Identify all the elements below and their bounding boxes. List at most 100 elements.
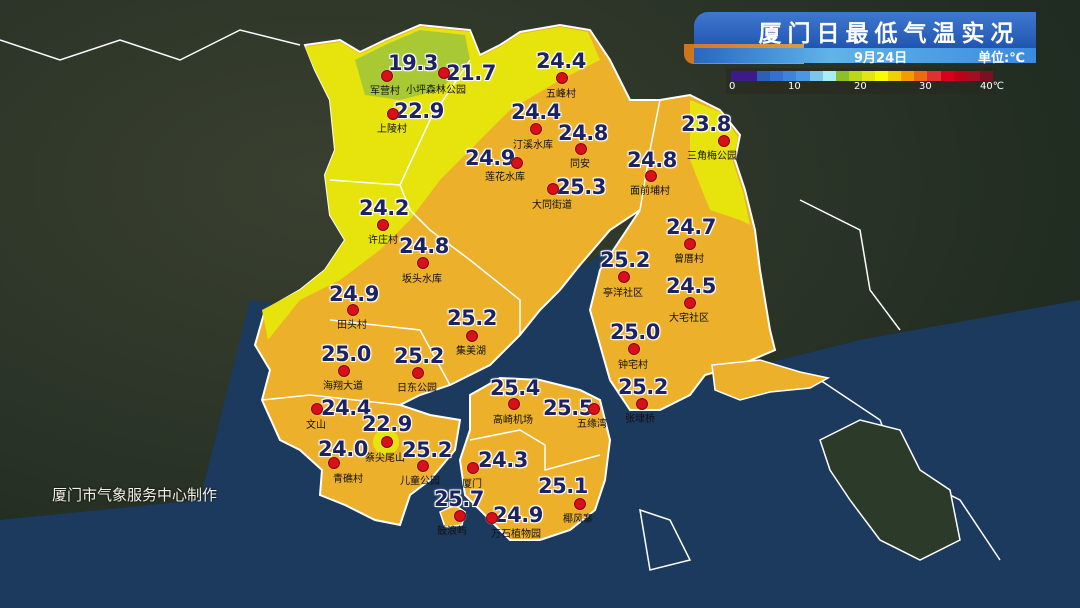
station-temperature: 25.5 (543, 396, 593, 420)
station-dot-icon (645, 170, 657, 182)
station-dot-icon (511, 157, 523, 169)
legend-tick: 30 (919, 81, 932, 92)
station-temperature: 25.7 (434, 487, 484, 511)
cool-zone (355, 30, 470, 100)
legend-swatch (822, 71, 836, 81)
station-name: 大同街道 (532, 200, 572, 211)
station-dot-icon (454, 510, 466, 522)
mild-zone (262, 27, 600, 340)
station-temperature: 22.9 (362, 412, 412, 436)
station-temperature: 24.3 (478, 448, 528, 472)
mild-zone-east (690, 100, 750, 225)
station-temperature: 25.1 (538, 474, 588, 498)
station-dot-icon (684, 238, 696, 250)
station-name: 海翔大道 (323, 381, 363, 392)
station-temperature: 24.9 (329, 282, 379, 306)
station-temperature: 24.4 (536, 49, 586, 73)
station-dot-icon (338, 365, 350, 377)
station-temperature: 24.8 (558, 121, 608, 145)
legend-tick: 10 (788, 81, 801, 92)
station-name: 亭洋社区 (603, 288, 643, 299)
station-dot-icon (347, 304, 359, 316)
station-temperature: 24.8 (627, 148, 677, 172)
legend-tick: 0 (729, 81, 736, 92)
legend-swatch (888, 71, 902, 81)
date-label: 9月24日 (854, 51, 908, 66)
station-dot-icon (575, 143, 587, 155)
station-name: 钟宅村 (618, 360, 648, 371)
station-dot-icon (438, 67, 450, 79)
island-xiamen (458, 376, 612, 541)
legend-swatch (940, 71, 954, 81)
station-name: 鼓浪屿 (437, 526, 467, 537)
station-name: 日东公园 (397, 383, 437, 394)
unit-label: 单位:℃ (978, 51, 1025, 66)
station-name: 上陵村 (377, 124, 407, 135)
station-name: 许庄村 (368, 235, 398, 246)
station-name: 军营村 (370, 86, 400, 97)
station-name: 椰风寨 (563, 514, 593, 525)
station-dot-icon (684, 297, 696, 309)
station-name: 田头村 (337, 320, 367, 331)
station-temperature: 24.2 (359, 196, 409, 220)
station-temperature: 23.8 (681, 112, 731, 136)
station-temperature: 25.0 (610, 320, 660, 344)
station-name: 文山 (306, 420, 326, 431)
station-name: 汀溪水库 (513, 140, 553, 151)
legend-swatch (770, 71, 784, 81)
station-dot-icon (618, 271, 630, 283)
station-name: 五峰村 (546, 89, 576, 100)
title-banner: 厦门日最低气温实况 9月24日 单位:℃ (684, 8, 1036, 66)
legend-swatch (835, 71, 849, 81)
legend-tick: 40℃ (980, 81, 1004, 92)
station-name: 大宅社区 (669, 313, 709, 324)
station-name: 儿童公园 (400, 476, 440, 487)
station-dot-icon (417, 257, 429, 269)
station-temperature: 24.7 (666, 215, 716, 239)
legend-swatch (901, 71, 915, 81)
station-dot-icon (417, 460, 429, 472)
legend-swatch (744, 71, 758, 81)
station-dot-icon (328, 457, 340, 469)
station-name: 五缘湾 (577, 419, 607, 430)
station-temperature: 24.9 (465, 146, 515, 170)
station-name: 厦门 (462, 479, 482, 490)
station-dot-icon (588, 403, 600, 415)
station-temperature: 25.0 (321, 342, 371, 366)
island-border (469, 429, 601, 471)
station-name: 蔡尖尾山 (365, 453, 405, 464)
station-dot-icon (381, 436, 393, 448)
island-east (711, 359, 831, 401)
station-dot-icon (530, 123, 542, 135)
legend-swatch (875, 71, 889, 81)
station-name: 青礁村 (333, 474, 363, 485)
station-dot-icon (486, 512, 498, 524)
station-temperature: 25.4 (490, 376, 540, 400)
legend-swatch (848, 71, 862, 81)
station-name: 小坪森林公园 (406, 85, 466, 96)
legend-tick: 20 (854, 81, 867, 92)
station-temperature: 25.2 (618, 375, 668, 399)
station-dot-icon (574, 498, 586, 510)
station-temperature: 22.9 (394, 99, 444, 123)
station-dot-icon (381, 70, 393, 82)
station-name: 坂头水库 (402, 274, 442, 285)
station-dot-icon (718, 135, 730, 147)
page-title: 厦门日最低气温实况 (758, 21, 1020, 47)
station-temperature: 24.9 (493, 503, 543, 527)
station-name: 集美湖 (456, 346, 486, 357)
station-temperature: 25.2 (402, 438, 452, 462)
legend-swatch (927, 71, 941, 81)
station-temperature: 25.2 (394, 344, 444, 368)
legend-swatch (757, 71, 771, 81)
station-dot-icon (377, 219, 389, 231)
station-dot-icon (466, 330, 478, 342)
legend-swatch (783, 71, 797, 81)
station-dot-icon (636, 398, 648, 410)
station-temperature: 24.5 (666, 274, 716, 298)
station-temperature: 24.0 (318, 437, 368, 461)
station-dot-icon (547, 183, 559, 195)
station-name: 曾厝村 (674, 254, 704, 265)
legend-swatch (953, 71, 967, 81)
